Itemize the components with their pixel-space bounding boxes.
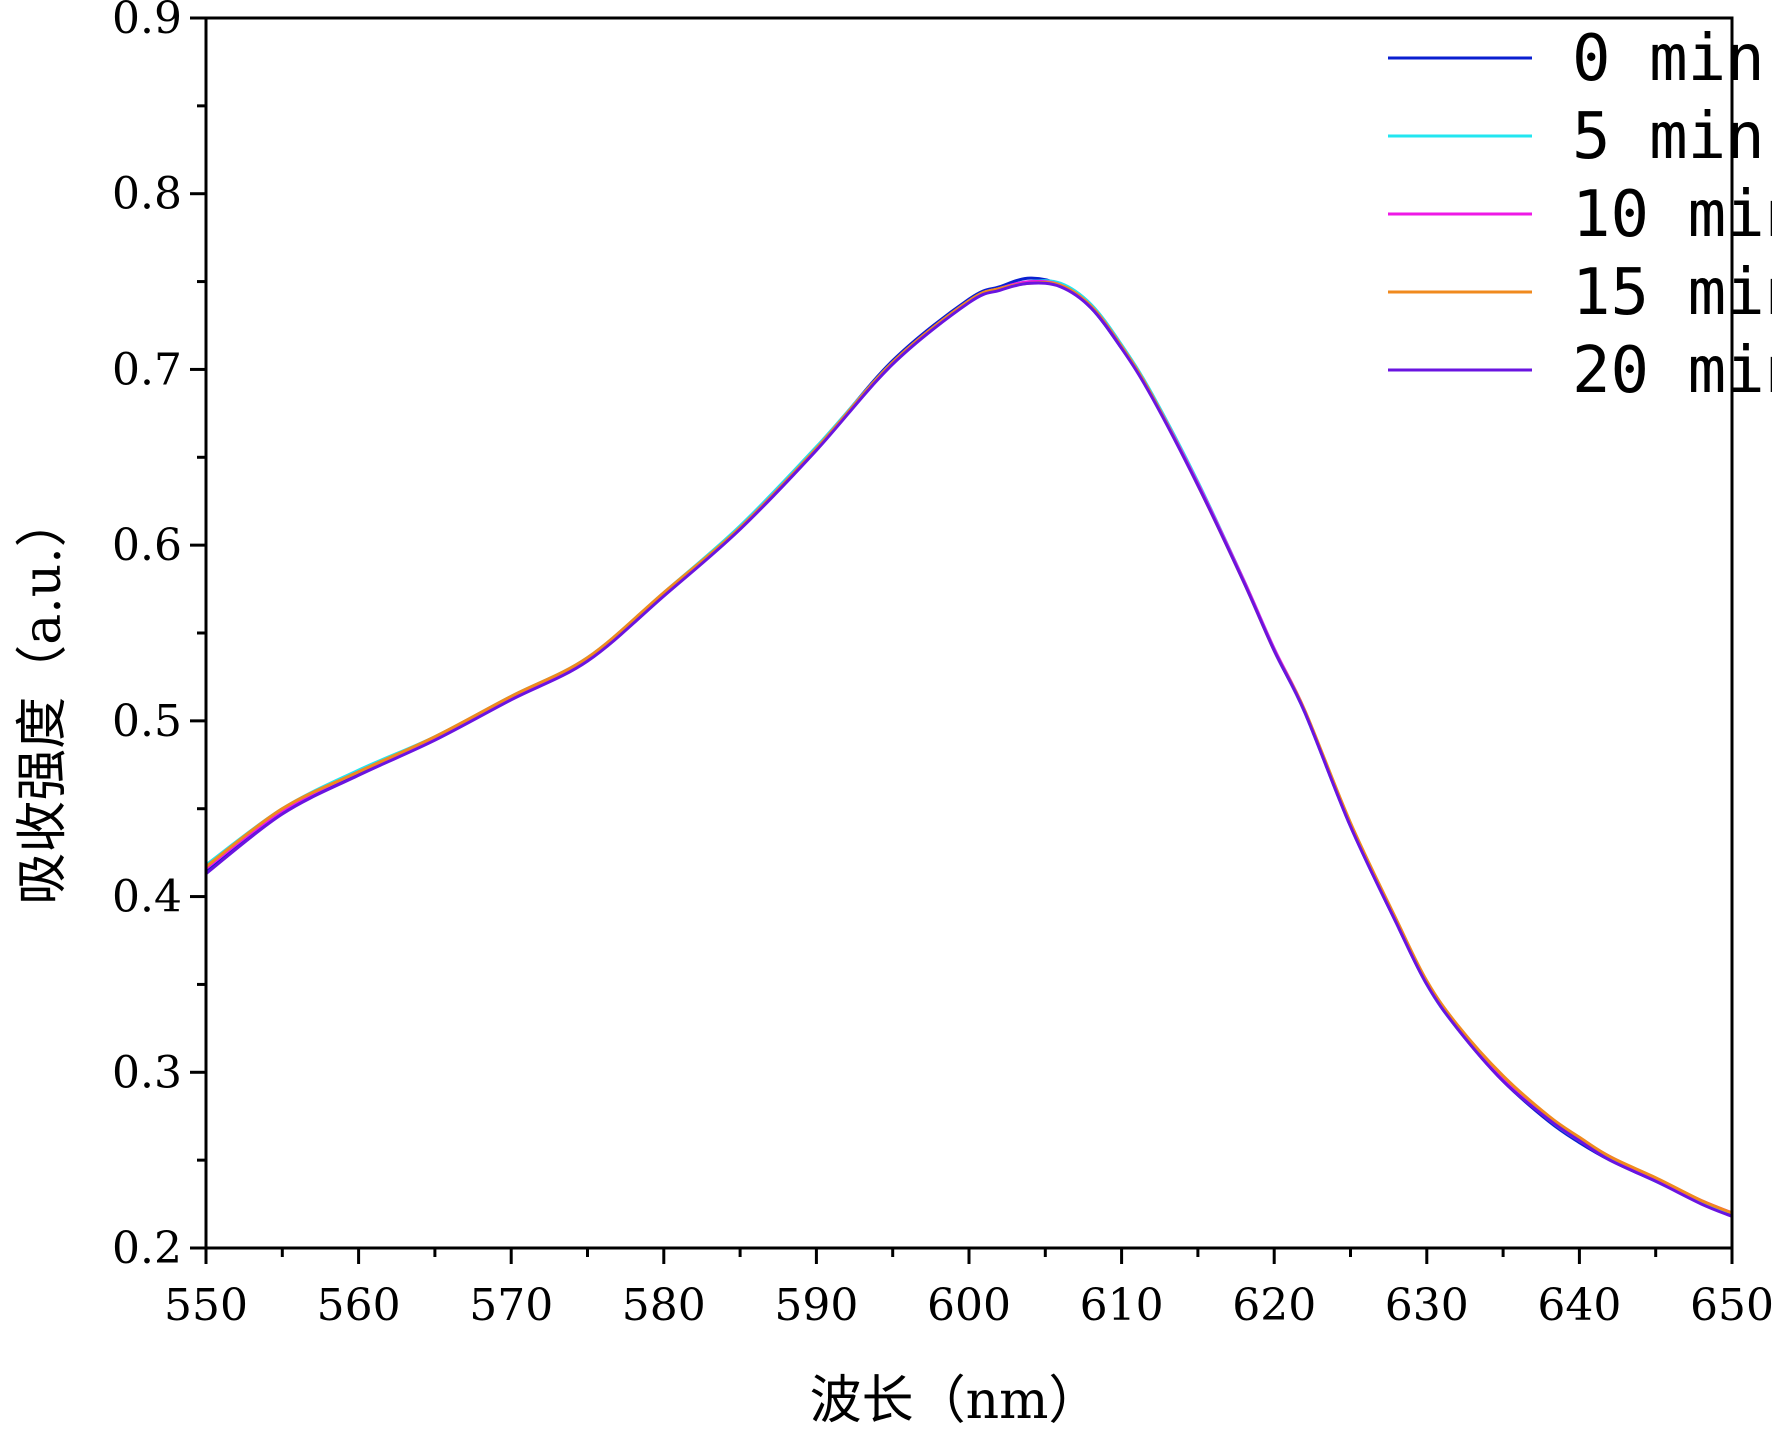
series-line-10-min	[205, 279, 1733, 1215]
x-tick-label: 590	[774, 1280, 858, 1331]
y-tick-label: 0.9	[112, 0, 182, 44]
x-tick-label: 570	[469, 1280, 553, 1331]
x-tick-label: 640	[1537, 1280, 1621, 1331]
y-tick-label: 0.7	[112, 344, 182, 395]
x-tick-label: 580	[622, 1280, 706, 1331]
legend-label-5-min: 5 min	[1572, 100, 1765, 174]
x-tick-label: 620	[1232, 1280, 1316, 1331]
y-tick-label: 0.8	[112, 169, 182, 220]
y-tick-label: 0.4	[112, 872, 182, 923]
series-line-15-min	[205, 281, 1733, 1215]
x-tick-label: 550	[164, 1280, 248, 1331]
x-tick-label: 610	[1080, 1280, 1164, 1331]
plot-frame	[204, 16, 1734, 1250]
x-tick-label: 600	[927, 1280, 1011, 1331]
legend-label-10-min: 10 min	[1572, 178, 1772, 252]
y-tick-label: 0.6	[112, 520, 182, 571]
y-tick-label: 0.5	[112, 696, 182, 747]
series-line-20-min	[205, 281, 1733, 1218]
y-tick-label: 0.3	[112, 1047, 182, 1098]
legend-label-0-min: 0 min	[1572, 22, 1765, 96]
y-tick-label: 0.2	[112, 1223, 182, 1274]
series-layer	[205, 276, 1733, 1218]
x-tick-label: 560	[317, 1280, 401, 1331]
legend-label-20-min: 20 min	[1572, 334, 1772, 408]
x-tick-label: 650	[1690, 1280, 1772, 1331]
y-axis-title: 吸收强度（a.u.）	[13, 495, 73, 905]
series-line-5-min	[205, 279, 1733, 1215]
axes-layer: 550 560 570 580 590 600 610 620 630 640 650 0.2 0.3 0…	[112, 0, 1772, 1331]
x-tick-label: 630	[1385, 1280, 1469, 1331]
x-axis-title: 波长（nm）	[810, 1371, 1101, 1431]
legend-label-15-min: 15 min	[1572, 256, 1772, 330]
